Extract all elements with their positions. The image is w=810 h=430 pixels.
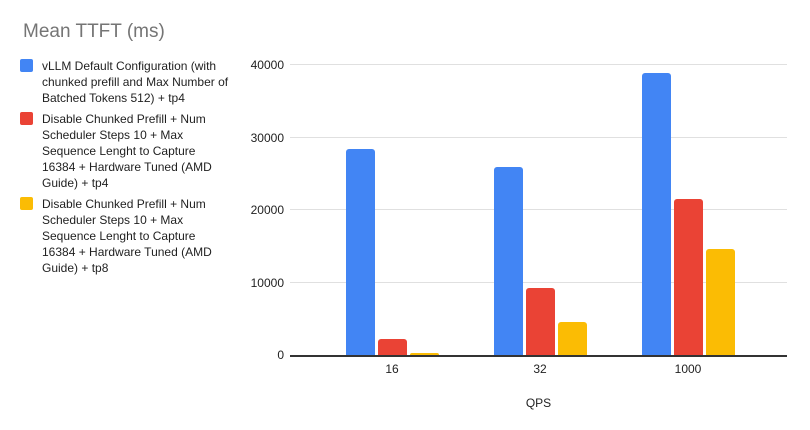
- chart-title: Mean TTFT (ms): [23, 21, 165, 42]
- bar-32-series3: [557, 321, 587, 355]
- y-tick-label-30000: 30000: [250, 130, 284, 145]
- legend-swatch-1: [20, 59, 33, 72]
- legend-label-2: Disable Chunked Prefill + Num Scheduler …: [42, 112, 212, 190]
- legend-item-2: Disable Chunked Prefill + Num Scheduler …: [20, 111, 235, 191]
- bar-1000-series1: [641, 72, 671, 355]
- x-axis-title: QPS: [525, 396, 552, 410]
- gridline-40000: [290, 64, 787, 65]
- plot-area: [290, 64, 787, 357]
- y-tick-label-10000: 10000: [250, 275, 284, 290]
- legend-label-3: Disable Chunked Prefill + Num Scheduler …: [42, 197, 212, 275]
- legend-label-1: vLLM Default Configuration (with chunked…: [42, 59, 229, 105]
- x-tick-label-32: 32: [533, 362, 547, 376]
- y-tick-label-20000: 20000: [250, 203, 284, 217]
- legend: vLLM Default Configuration (with chunked…: [20, 58, 235, 281]
- bar-1000-series3: [705, 249, 735, 355]
- legend-swatch-3: [20, 197, 33, 210]
- y-tick-label-40000: 40000: [250, 58, 284, 72]
- bar-16-series3: [409, 352, 439, 355]
- y-axis-tick-labels: 0 10000 20000 30000 40000: [0, 58, 284, 362]
- legend-item-1: vLLM Default Configuration (with chunked…: [20, 58, 235, 106]
- x-tick-label-1000: 1000: [674, 362, 702, 376]
- x-tick-label-16: 16: [385, 362, 399, 376]
- bar-32-series1: [493, 167, 523, 355]
- gridline-20000: [290, 209, 787, 210]
- bar-16-series1: [345, 149, 375, 355]
- x-axis-tick-labels: 16 32 1000: [290, 362, 787, 378]
- bar-1000-series2: [673, 199, 703, 355]
- gridline-30000: [290, 136, 787, 138]
- y-tick-label-0: 0: [277, 348, 284, 362]
- gridline-10000: [290, 281, 787, 283]
- legend-swatch-2: [20, 112, 33, 125]
- legend-item-3: Disable Chunked Prefill + Num Scheduler …: [20, 196, 235, 276]
- bar-16-series2: [377, 339, 407, 355]
- bar-32-series2: [525, 287, 555, 355]
